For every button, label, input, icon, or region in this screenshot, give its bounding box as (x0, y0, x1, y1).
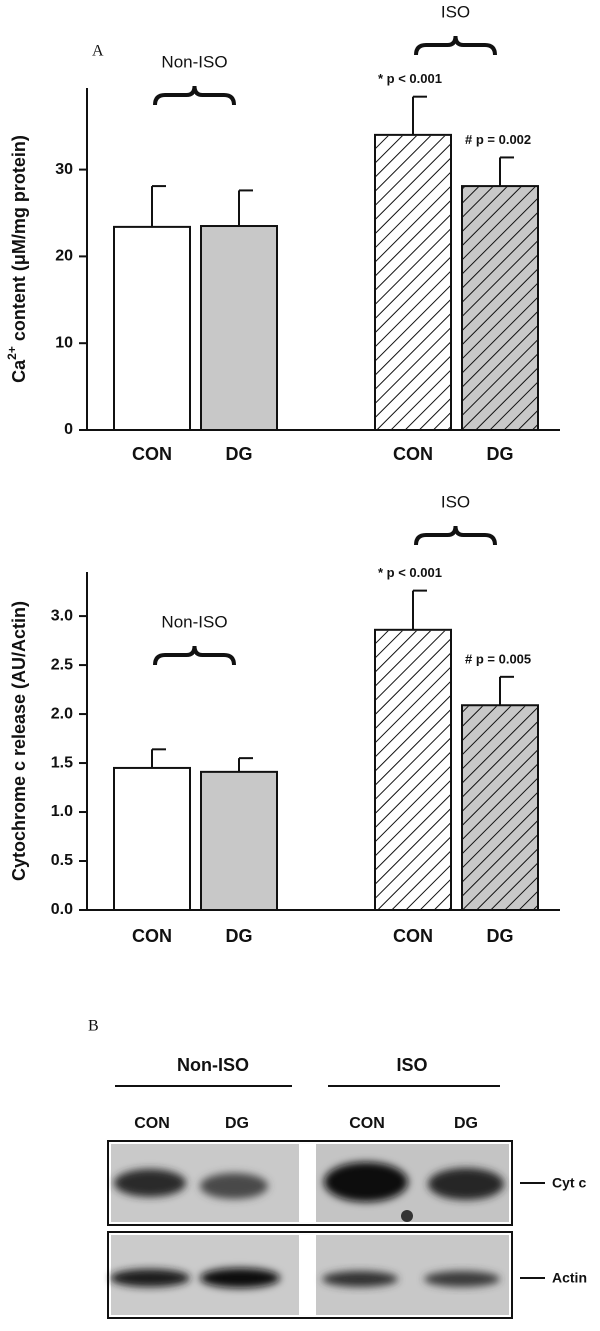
y-axis-label-sup: 2+ (5, 346, 19, 360)
band (322, 1271, 398, 1287)
band (424, 1271, 500, 1287)
annotation: # p = 0.002 (465, 132, 531, 147)
group-label: ISO (396, 1055, 427, 1075)
y-axis-label: Ca2+ content (μM/mg protein) (5, 135, 29, 383)
bracket-label: Non-ISO (161, 52, 227, 71)
lane-label: CON (134, 1115, 170, 1132)
y-axis-label-part: Cytochrome c release (AU/Actin) (9, 601, 29, 881)
charts: 0 10 20 30 Ca2+ content (μM/mg protein) A CON D… (5, 2, 560, 946)
bracket-label: Non-ISO (161, 612, 227, 631)
bar (200, 225, 278, 431)
y-tick-label: 2.0 (51, 705, 73, 722)
x-tick-label: CON (393, 444, 433, 464)
spot (401, 1210, 413, 1222)
lane-label: DG (225, 1115, 249, 1132)
row-label: Cyt c (552, 1175, 586, 1191)
annotation: # p = 0.005 (465, 651, 531, 666)
bracket (414, 525, 497, 546)
x-tick-label: DG (226, 926, 253, 946)
bracket (414, 35, 497, 56)
y-axis-label-part: content (μM/mg protein) (9, 135, 29, 346)
y-tick-label: 2.5 (51, 656, 73, 673)
y-tick-label: 0.5 (51, 852, 73, 869)
bracket-label: ISO (441, 2, 470, 21)
x-tick-label: CON (393, 926, 433, 946)
panel-label: B (88, 1018, 99, 1035)
annotation: * p < 0.001 (378, 565, 442, 580)
bar-hatch (463, 187, 537, 429)
bracket (153, 85, 236, 106)
blot: B Non-ISO ISO CON DG CON DG Cyt c Actin (88, 1018, 587, 1319)
bar (200, 770, 278, 911)
x-tick-label: DG (487, 926, 514, 946)
y-tick-label: 20 (55, 248, 73, 265)
y-tick-label: 0 (64, 421, 73, 438)
y-axis-label: Cytochrome c release (AU/Actin) (9, 601, 29, 881)
band (200, 1173, 268, 1199)
band (428, 1168, 504, 1200)
y-tick-label: 30 (55, 161, 73, 178)
panel-label: A (92, 43, 104, 60)
x-tick-label: CON (132, 926, 172, 946)
lane-label: DG (454, 1115, 478, 1132)
bracket (153, 645, 236, 666)
band (324, 1162, 408, 1202)
bar (113, 225, 191, 431)
x-tick-label: CON (132, 444, 172, 464)
group-label: Non-ISO (177, 1055, 249, 1075)
bar-hatch (376, 630, 450, 909)
y-tick-label: 1.5 (51, 754, 73, 771)
lane-label: CON (349, 1115, 385, 1132)
bar-hatch (376, 135, 450, 429)
row-label: Actin (552, 1270, 587, 1286)
y-tick-label: 0.0 (51, 901, 73, 918)
band (110, 1269, 190, 1287)
y-tick-label: 10 (55, 334, 73, 351)
band (114, 1169, 186, 1197)
x-tick-label: DG (487, 444, 514, 464)
y-axis-label-part: Ca (9, 359, 29, 383)
bracket-label: ISO (441, 492, 470, 511)
bar (113, 766, 191, 911)
annotation: * p < 0.001 (378, 71, 442, 86)
x-tick-label: DG (226, 444, 253, 464)
y-tick-label: 1.0 (51, 803, 73, 820)
bar-hatch (463, 706, 537, 909)
y-tick-label: 3.0 (51, 607, 73, 624)
band (200, 1268, 280, 1288)
